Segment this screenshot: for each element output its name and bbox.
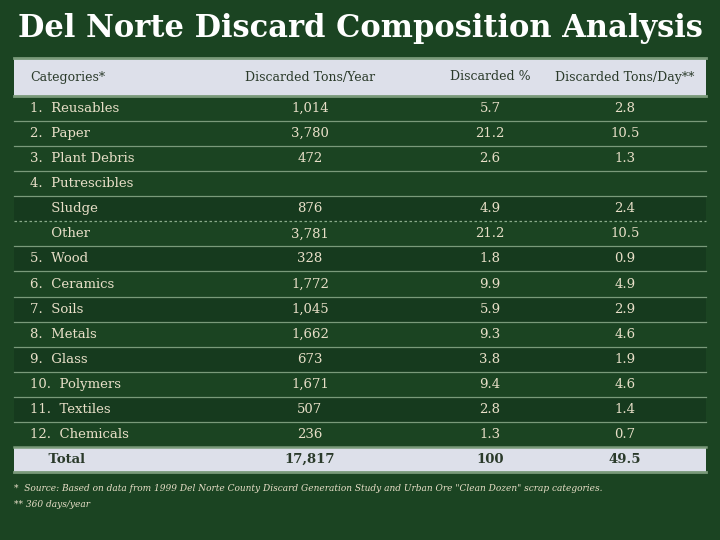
- Text: Discarded Tons/Year: Discarded Tons/Year: [245, 71, 375, 84]
- Text: *  Source: Based on data from 1999 Del Norte County Discard Generation Study and: * Source: Based on data from 1999 Del No…: [14, 484, 603, 493]
- Text: 1.3: 1.3: [480, 428, 500, 441]
- Bar: [14, 196, 706, 221]
- Text: 1,662: 1,662: [291, 328, 329, 341]
- Text: 9.9: 9.9: [480, 278, 500, 291]
- Text: 10.5: 10.5: [611, 127, 639, 140]
- Text: Total: Total: [30, 453, 85, 466]
- Text: 21.2: 21.2: [475, 227, 505, 240]
- Text: 3.8: 3.8: [480, 353, 500, 366]
- Text: 49.5: 49.5: [608, 453, 642, 466]
- Text: Categories*: Categories*: [30, 71, 105, 84]
- Text: 236: 236: [297, 428, 323, 441]
- Text: 1.8: 1.8: [480, 252, 500, 266]
- Text: 5.7: 5.7: [480, 102, 500, 115]
- Text: 9.3: 9.3: [480, 328, 500, 341]
- Bar: [14, 347, 706, 372]
- Text: 100: 100: [476, 453, 504, 466]
- Text: 1,014: 1,014: [291, 102, 329, 115]
- Bar: [14, 246, 706, 272]
- Text: 12.  Chemicals: 12. Chemicals: [30, 428, 129, 441]
- Text: 2.8: 2.8: [480, 403, 500, 416]
- Text: 9.4: 9.4: [480, 378, 500, 391]
- Text: 0.9: 0.9: [614, 252, 636, 266]
- Text: 5.9: 5.9: [480, 302, 500, 315]
- Text: Del Norte Discard Composition Analysis: Del Norte Discard Composition Analysis: [17, 12, 703, 44]
- Text: 11.  Textiles: 11. Textiles: [30, 403, 111, 416]
- Text: 9.  Glass: 9. Glass: [30, 353, 88, 366]
- Bar: [14, 447, 706, 472]
- Text: 2.  Paper: 2. Paper: [30, 127, 90, 140]
- Text: 4.6: 4.6: [614, 378, 636, 391]
- Text: 3.  Plant Debris: 3. Plant Debris: [30, 152, 135, 165]
- Text: 7.  Soils: 7. Soils: [30, 302, 84, 315]
- Text: 673: 673: [297, 353, 323, 366]
- Text: 0.7: 0.7: [614, 428, 636, 441]
- Text: ** 360 days/year: ** 360 days/year: [14, 500, 90, 509]
- Text: 472: 472: [297, 152, 323, 165]
- Text: Discarded %: Discarded %: [450, 71, 531, 84]
- Text: 2.8: 2.8: [614, 102, 636, 115]
- Text: Sludge: Sludge: [30, 202, 98, 215]
- Text: 1,045: 1,045: [291, 302, 329, 315]
- Text: 3,780: 3,780: [291, 127, 329, 140]
- Text: 17,817: 17,817: [284, 453, 336, 466]
- Text: 2.9: 2.9: [614, 302, 636, 315]
- Text: 328: 328: [297, 252, 323, 266]
- Text: 1.3: 1.3: [614, 152, 636, 165]
- Text: 4.9: 4.9: [614, 278, 636, 291]
- Bar: [14, 296, 706, 322]
- Bar: [14, 58, 706, 96]
- Bar: [14, 397, 706, 422]
- Text: 1.9: 1.9: [614, 353, 636, 366]
- Text: 3,781: 3,781: [291, 227, 329, 240]
- Text: Other: Other: [30, 227, 90, 240]
- Text: 6.  Ceramics: 6. Ceramics: [30, 278, 114, 291]
- Text: 2.4: 2.4: [614, 202, 636, 215]
- Text: 507: 507: [297, 403, 323, 416]
- Text: 10.5: 10.5: [611, 227, 639, 240]
- Text: 876: 876: [297, 202, 323, 215]
- Text: 10.  Polymers: 10. Polymers: [30, 378, 121, 391]
- Text: 2.6: 2.6: [480, 152, 500, 165]
- Text: 8.  Metals: 8. Metals: [30, 328, 96, 341]
- Text: 5.  Wood: 5. Wood: [30, 252, 88, 266]
- Text: 21.2: 21.2: [475, 127, 505, 140]
- Text: 1,671: 1,671: [291, 378, 329, 391]
- Text: 1,772: 1,772: [291, 278, 329, 291]
- Text: 4.  Putrescibles: 4. Putrescibles: [30, 177, 133, 190]
- Text: 4.6: 4.6: [614, 328, 636, 341]
- Text: 4.9: 4.9: [480, 202, 500, 215]
- Text: Discarded Tons/Day**: Discarded Tons/Day**: [555, 71, 695, 84]
- Text: 1.4: 1.4: [614, 403, 636, 416]
- Text: 1.  Reusables: 1. Reusables: [30, 102, 120, 115]
